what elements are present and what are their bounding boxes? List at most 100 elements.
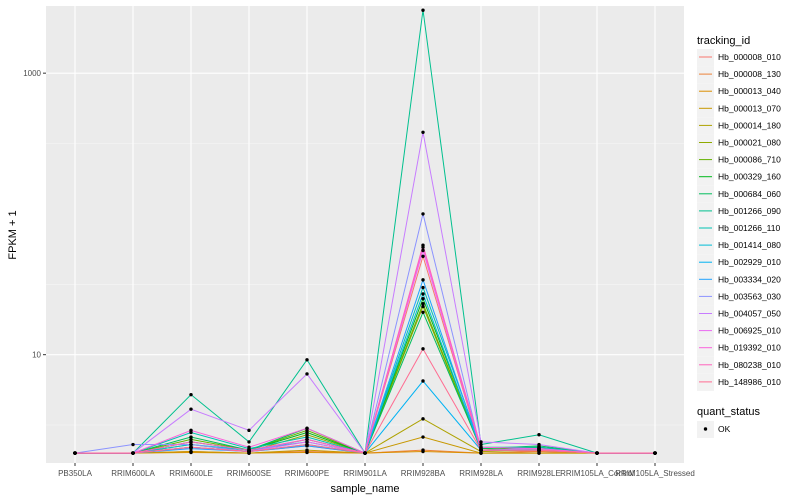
data-point — [595, 451, 599, 455]
data-point — [73, 451, 77, 455]
data-point — [479, 448, 483, 452]
legend-label: Hb_000013_070 — [718, 103, 781, 113]
data-point — [479, 442, 483, 447]
data-point — [247, 449, 251, 454]
x-tick-label: RRIM928LE — [517, 469, 561, 478]
legend-point — [703, 427, 708, 431]
data-point — [479, 440, 483, 444]
legend-label: Hb_003334_020 — [718, 274, 781, 284]
legend-label: Hb_001266_110 — [718, 223, 781, 233]
data-point — [537, 433, 541, 437]
x-tick-label: RRIM901LA — [343, 469, 387, 478]
legend-color-title: tracking_id — [697, 35, 750, 47]
data-point — [421, 296, 425, 301]
legend-label: Hb_000021_080 — [718, 138, 781, 148]
major-gridlines — [46, 6, 684, 463]
data-point — [189, 435, 193, 439]
legend-label: Hb_000086_710 — [718, 155, 781, 165]
x-tick-label: PB350LA — [58, 469, 92, 478]
data-point — [421, 254, 425, 258]
legend-shape-items: OK — [697, 421, 731, 438]
data-point — [247, 440, 251, 444]
data-point — [421, 449, 425, 454]
series-points — [73, 8, 657, 455]
legend-label: Hb_148986_010 — [718, 377, 781, 387]
data-point — [421, 347, 425, 351]
x-tick-label: RRIM928LA — [459, 469, 503, 478]
data-point — [421, 435, 425, 439]
data-point — [305, 448, 309, 452]
legend-label: OK — [718, 424, 731, 434]
legend-shape-title: quant_status — [697, 406, 760, 418]
data-point — [305, 435, 309, 439]
data-point — [189, 407, 193, 411]
data-point — [305, 442, 309, 447]
y-axis: 10 1000 — [23, 69, 46, 360]
x-tick-label: RRIM928BA — [401, 469, 446, 478]
legend-items: Hb_000008_010 Hb_000008_130 Hb_000013_040 H… — [697, 49, 781, 391]
data-point — [421, 302, 425, 306]
y-axis-title: FPKM + 1 — [7, 210, 19, 259]
data-point — [421, 310, 425, 315]
data-point — [305, 440, 309, 444]
data-point — [363, 451, 367, 455]
legend-label: Hb_006925_010 — [718, 326, 781, 336]
data-point — [305, 450, 309, 455]
data-point — [305, 372, 309, 376]
data-point — [479, 445, 483, 449]
legend-label: Hb_004057_050 — [718, 309, 781, 319]
x-tick-label: RRIM105LA_Control — [560, 469, 634, 478]
x-tick-label: RRIM600PE — [285, 469, 329, 478]
data-point — [653, 451, 657, 455]
x-tick-label: RRIM600SE — [227, 469, 271, 478]
data-point — [421, 212, 425, 216]
data-point — [305, 430, 309, 435]
legend-label: Hb_080238_010 — [718, 360, 781, 370]
legend-label: Hb_003563_030 — [718, 291, 781, 301]
y-tick-label: 1000 — [23, 69, 41, 78]
data-point — [189, 392, 193, 397]
data-point — [247, 428, 251, 433]
data-point — [189, 442, 193, 447]
data-point — [305, 358, 309, 362]
data-point — [537, 451, 541, 455]
data-point — [305, 426, 309, 430]
legend-label: Hb_000329_160 — [718, 172, 781, 182]
data-point — [247, 445, 251, 449]
legend-label: Hb_000014_180 — [718, 120, 781, 130]
legend-label: Hb_000013_040 — [718, 86, 781, 96]
data-point — [189, 437, 193, 442]
legend-label: Hb_002929_010 — [718, 257, 781, 267]
data-point — [131, 442, 135, 447]
legend-label: Hb_001414_080 — [718, 240, 781, 250]
data-point — [421, 243, 425, 247]
legend: tracking_id Hb_000008_010Hb_000008_130Hb… — [697, 35, 781, 438]
data-point — [305, 437, 309, 442]
data-point — [537, 442, 541, 447]
data-point — [421, 304, 425, 309]
data-point — [189, 428, 193, 433]
x-tick-label: RRIM600LE — [169, 469, 213, 478]
data-point — [189, 445, 193, 449]
data-point — [421, 292, 425, 296]
data-point — [421, 248, 425, 253]
x-tick-label: RRIM600LA — [111, 469, 155, 478]
x-axis: PB350LA RRIM600LA RRIM600LE RRIM600SE RRIM60… — [58, 463, 695, 478]
legend-label: Hb_000008_010 — [718, 52, 781, 62]
x-tick-label: RRIM105LA_Stressed — [615, 469, 695, 478]
data-point — [189, 440, 193, 444]
data-point — [537, 448, 541, 452]
legend-label: Hb_000008_130 — [718, 69, 781, 79]
data-point — [421, 278, 425, 282]
data-point — [131, 451, 135, 455]
data-point — [421, 285, 425, 290]
y-tick-label: 10 — [32, 351, 41, 360]
x-axis-title: sample_name — [330, 483, 399, 495]
data-point — [421, 379, 425, 383]
legend-label: Hb_001266_090 — [718, 206, 781, 216]
legend-label: Hb_000684_060 — [718, 189, 781, 199]
data-point — [421, 8, 425, 12]
data-point — [421, 130, 425, 135]
data-point — [189, 449, 193, 454]
